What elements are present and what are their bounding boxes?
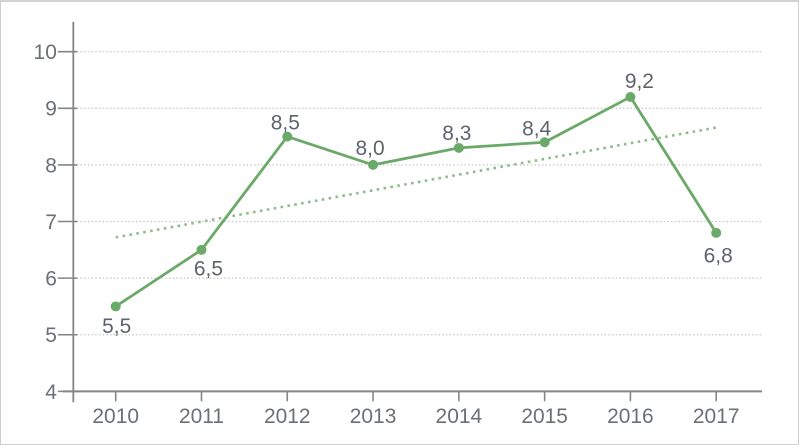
- y-tick-label: 4: [45, 381, 57, 404]
- data-point-marker-2017: [711, 227, 722, 238]
- data-point-label-2016: 9,2: [625, 70, 654, 93]
- x-tick-label: 2013: [350, 405, 397, 428]
- y-tick-label: 8: [45, 154, 57, 177]
- data-point-label-2012: 8,5: [271, 112, 300, 135]
- x-tick-label: 2010: [92, 405, 139, 428]
- y-tick-label: 9: [45, 98, 57, 121]
- data-point-label-2011: 6,5: [194, 258, 223, 281]
- data-point-label-2015: 8,4: [522, 117, 551, 140]
- data-point-marker-2015: [539, 137, 550, 148]
- data-point-label-2010: 5,5: [102, 315, 131, 338]
- x-tick-label: 2017: [693, 405, 740, 428]
- data-point-marker-2011: [196, 244, 207, 255]
- data-point-label-2017: 6,8: [704, 245, 733, 268]
- x-tick-label: 2011: [179, 405, 224, 428]
- y-tick-label: 6: [45, 268, 57, 291]
- data-series-line: [114, 95, 718, 308]
- x-tick-label: 2012: [264, 405, 311, 428]
- y-tick-label: 10: [34, 41, 57, 64]
- x-tick-label: 2016: [607, 405, 654, 428]
- data-point-label-2014: 8,3: [442, 122, 471, 145]
- y-tick-label: 5: [45, 324, 57, 347]
- data-point-marker-2016: [625, 91, 636, 102]
- y-tick-label: 7: [45, 211, 57, 234]
- data-point-marker-2014: [453, 142, 464, 153]
- data-point-marker-2012: [282, 131, 293, 142]
- x-tick-label: 2014: [436, 405, 483, 428]
- data-point-marker-2013: [368, 159, 379, 170]
- data-point-label-2013: 8,0: [356, 137, 385, 160]
- data-point-marker-2010: [110, 301, 121, 312]
- x-tick-label: 2015: [521, 405, 568, 428]
- trend-line: [115, 126, 717, 239]
